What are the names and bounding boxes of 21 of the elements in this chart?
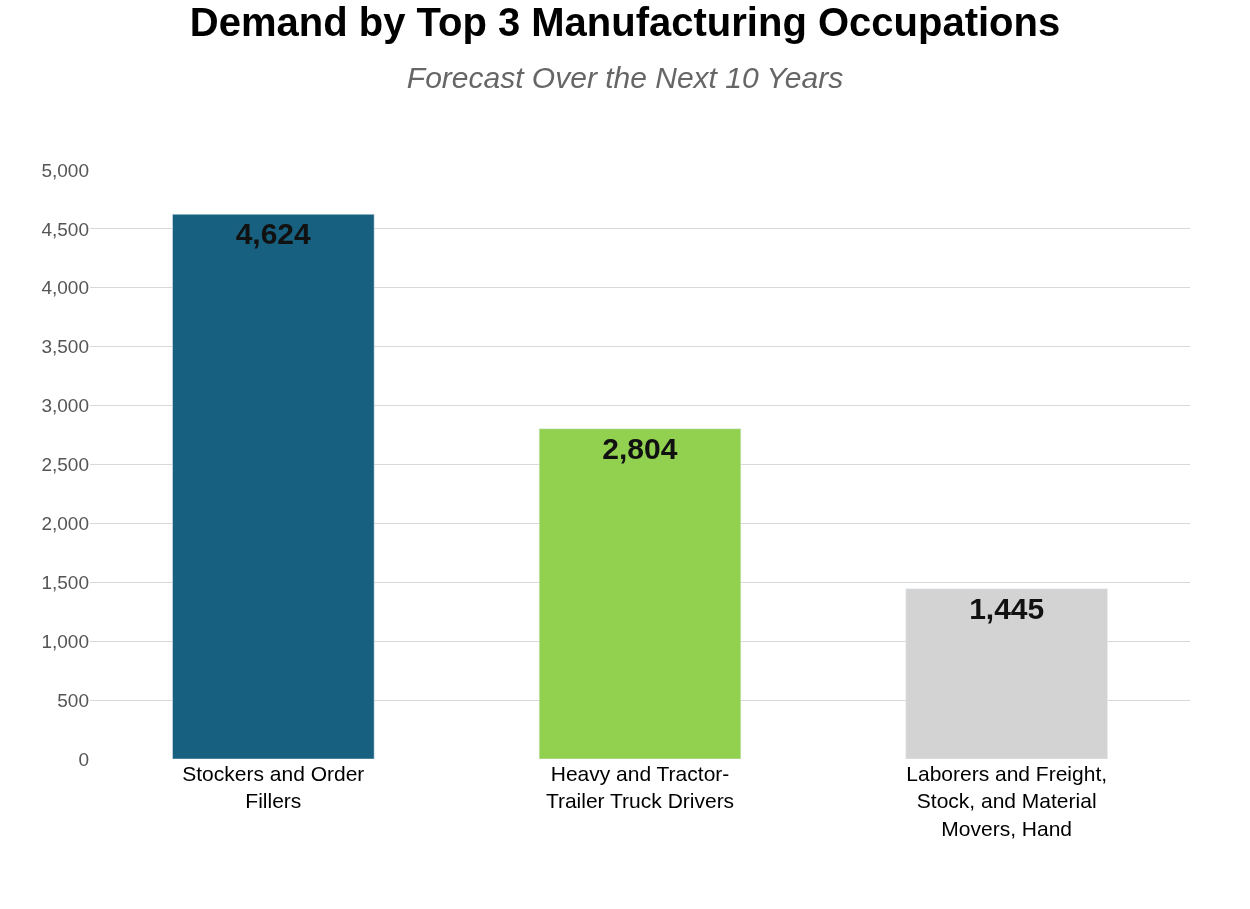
y-tick-label: 3,500 [41, 336, 89, 358]
data-label: 4,624 [235, 217, 312, 251]
y-tick-label: 4,500 [41, 218, 89, 240]
y-tick-label: 500 [57, 689, 89, 711]
bar [172, 214, 375, 759]
x-tick-label: Heavy and Tractor-Trailer Truck Drivers [545, 762, 735, 813]
chart-subtitle: Forecast Over the Next 10 Years [406, 61, 844, 95]
y-tick-label: 5,000 [41, 159, 89, 181]
y-tick-label: 1,000 [41, 630, 89, 652]
y-tick-label: 1,500 [41, 571, 89, 593]
x-tick-label: Laborers and Freight, Stock, and Material Movers, Hand [906, 762, 1108, 840]
bar [538, 428, 742, 759]
y-tick-label: 2,500 [41, 454, 89, 476]
x-tick-label: Stockers and Order Fillers [182, 762, 365, 813]
data-label: 2,804 [602, 431, 678, 465]
y-tick-label: 4,000 [41, 277, 89, 299]
y-tick-label: 0 [78, 748, 89, 770]
y-tick-label: 2,000 [41, 513, 89, 535]
y-tick-label: 3,000 [41, 395, 89, 417]
chart-title: Demand by Top 3 Manufacturing Occupations [189, 0, 1061, 45]
data-label: 1,445 [969, 591, 1045, 625]
